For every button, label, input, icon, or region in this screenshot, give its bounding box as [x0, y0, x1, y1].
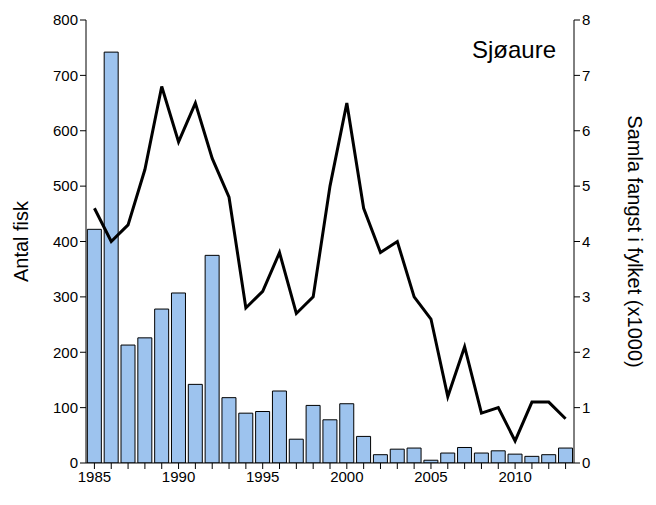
svg-text:1995: 1995 [246, 468, 279, 485]
svg-text:500: 500 [53, 177, 78, 194]
svg-text:1: 1 [582, 399, 590, 416]
svg-text:1985: 1985 [78, 468, 111, 485]
svg-text:400: 400 [53, 233, 78, 250]
svg-text:700: 700 [53, 67, 78, 84]
svg-text:200: 200 [53, 344, 78, 361]
svg-text:0: 0 [70, 454, 78, 471]
svg-text:8: 8 [582, 11, 590, 28]
svg-text:4: 4 [582, 233, 590, 250]
svg-text:2010: 2010 [498, 468, 531, 485]
svg-text:Antal fisk: Antal fisk [10, 200, 32, 282]
svg-text:300: 300 [53, 288, 78, 305]
svg-text:3: 3 [582, 288, 590, 305]
svg-text:Samla fangst i fylket (x1000): Samla fangst i fylket (x1000) [624, 115, 646, 367]
svg-text:1990: 1990 [162, 468, 195, 485]
svg-text:6: 6 [582, 122, 590, 139]
svg-text:2000: 2000 [330, 468, 363, 485]
svg-text:100: 100 [53, 399, 78, 416]
svg-text:2: 2 [582, 344, 590, 361]
svg-text:2005: 2005 [414, 468, 447, 485]
svg-text:600: 600 [53, 122, 78, 139]
svg-text:5: 5 [582, 177, 590, 194]
html-text:Sjøaure: Sjøaure [472, 36, 556, 63]
svg-text:0: 0 [582, 454, 590, 471]
svg-text:7: 7 [582, 67, 590, 84]
svg-text:800: 800 [53, 11, 78, 28]
